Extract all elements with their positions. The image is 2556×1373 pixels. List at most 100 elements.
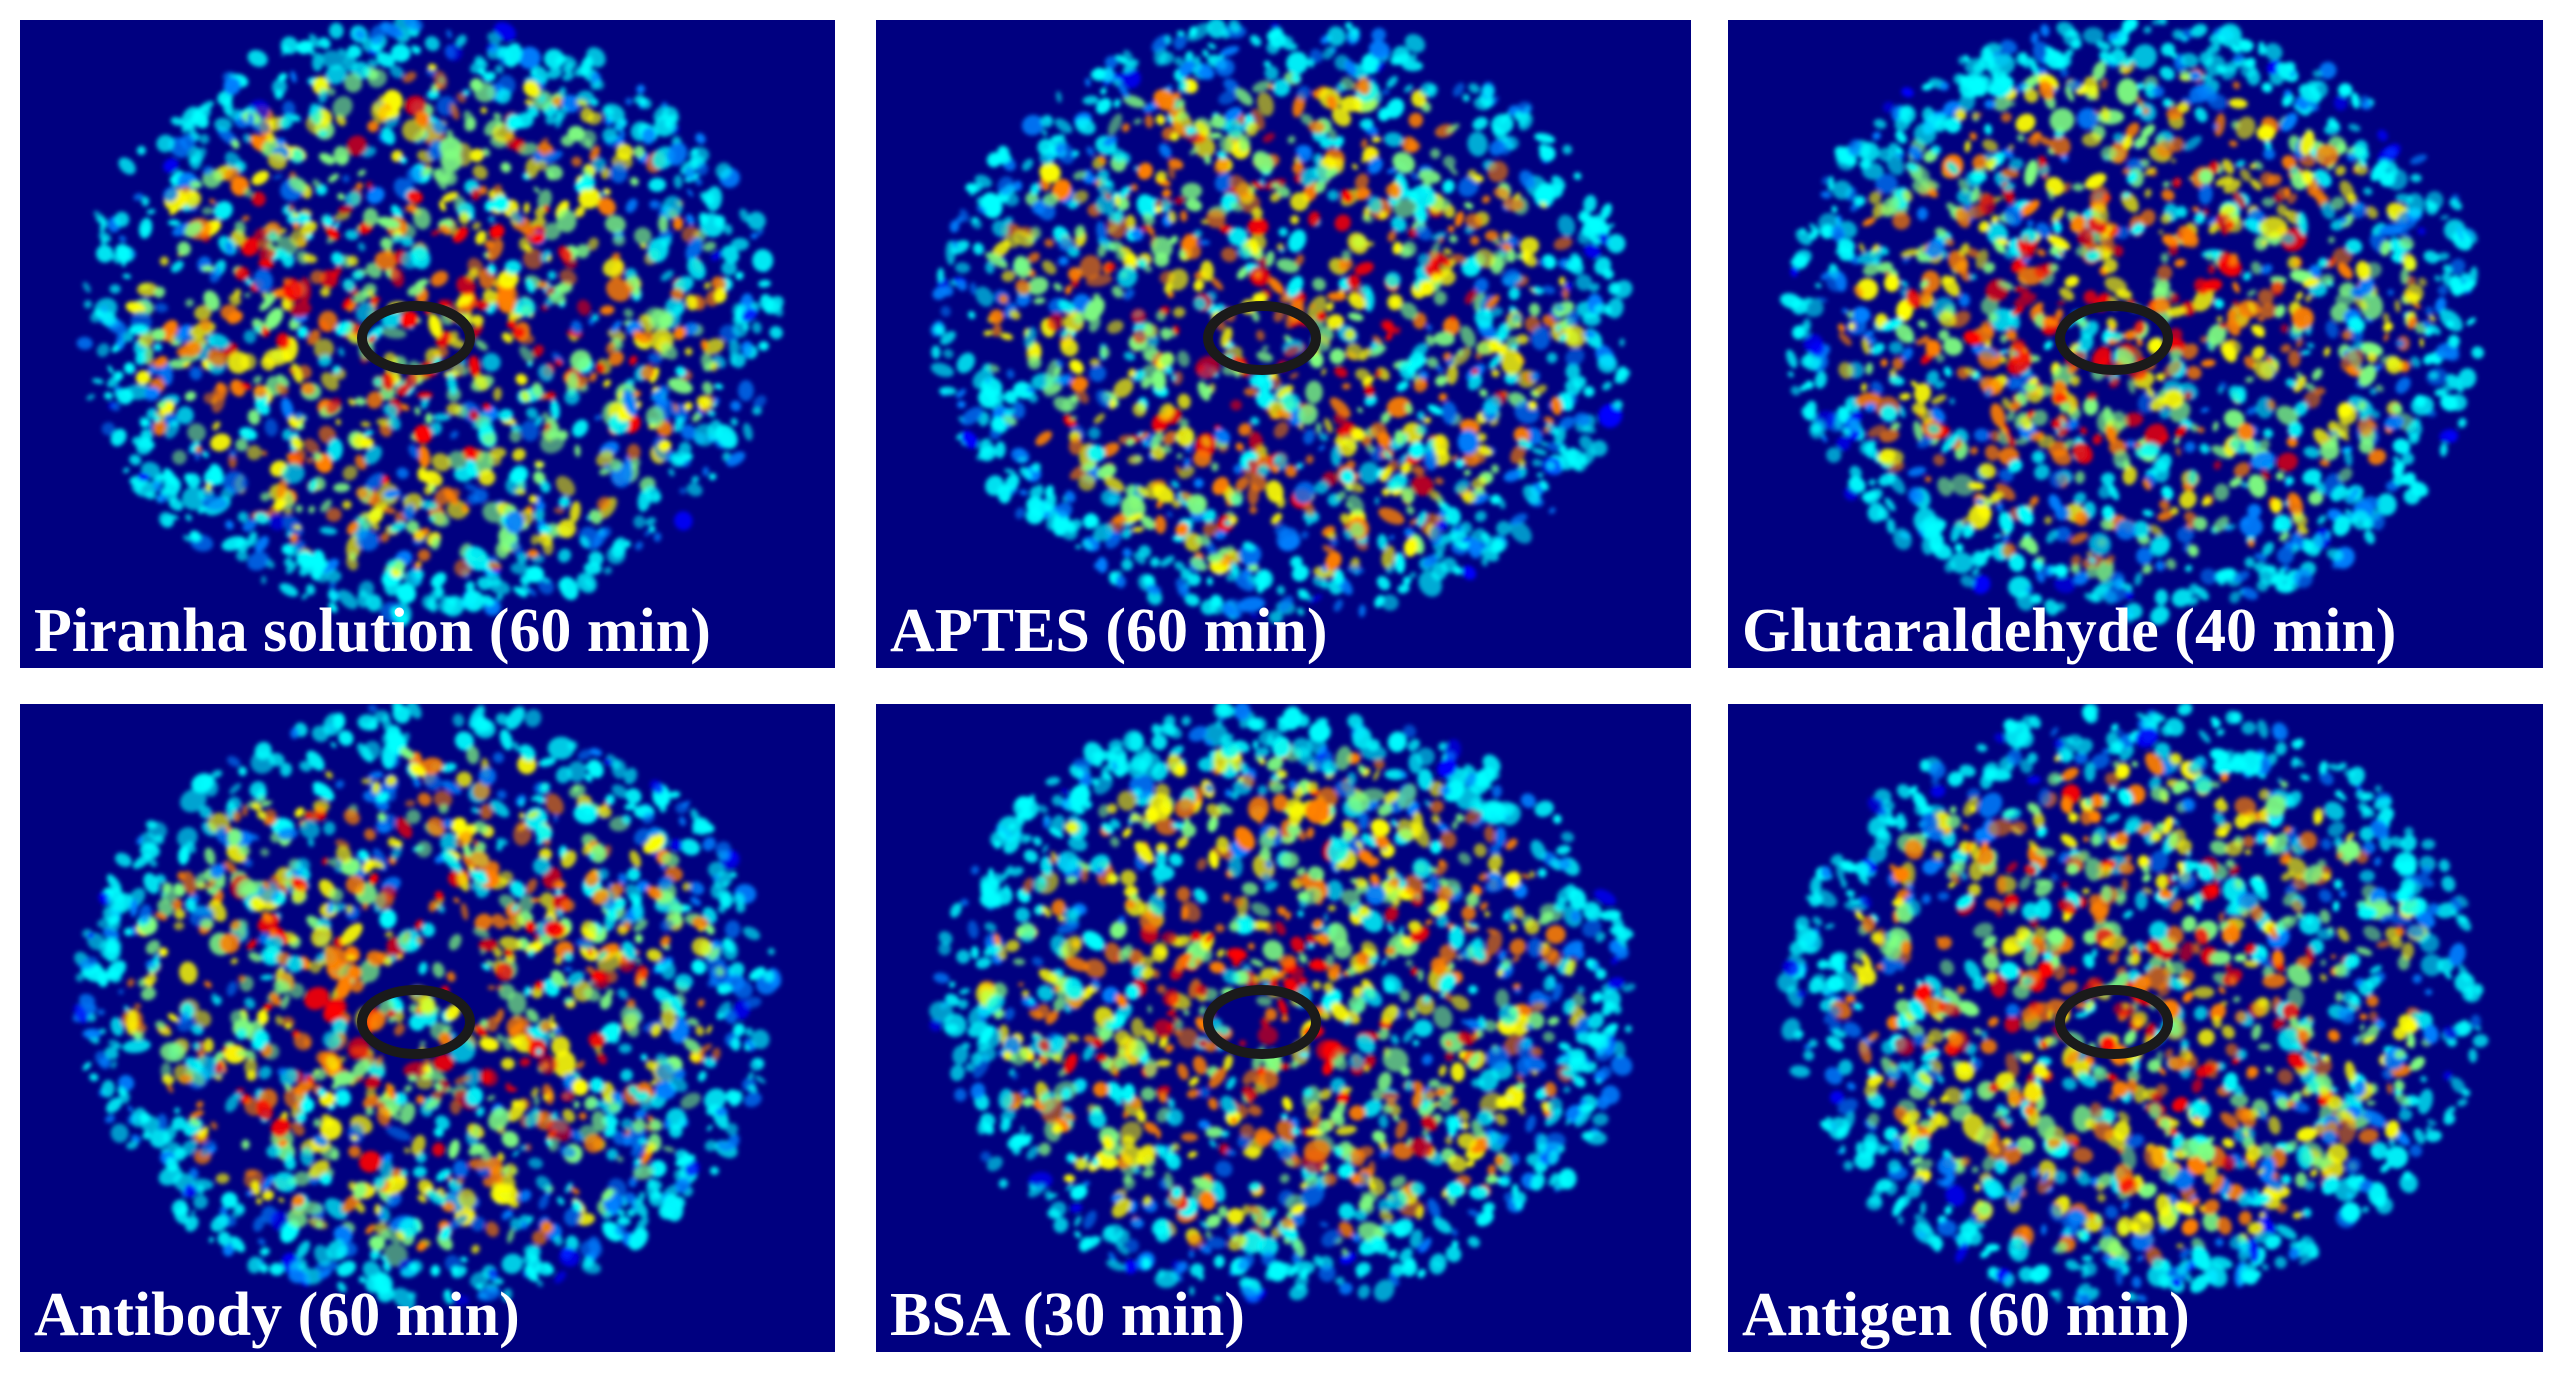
speckle-blob (2399, 236, 2415, 250)
speckle-blob (753, 395, 767, 409)
speckle-blob (1096, 557, 1108, 573)
speckle-blob (741, 308, 758, 322)
speckle-blob (299, 760, 312, 772)
speckle-blob (611, 252, 621, 261)
speckle-blob (1118, 83, 1130, 99)
speckle-blob (1167, 291, 1175, 299)
speckle-blob (1964, 140, 1971, 153)
speckle-blob (605, 277, 632, 302)
speckle-blob (1280, 393, 1301, 412)
speckle-blob (1361, 434, 1373, 447)
speckle-blob (2033, 302, 2044, 312)
speckle-blob (512, 741, 520, 752)
speckle-blob (1160, 555, 1175, 567)
speckle-blob (1280, 35, 1294, 44)
speckle-blob (1363, 289, 1375, 312)
speckle-blob (2392, 456, 2400, 464)
speckle-blob (417, 549, 431, 562)
speckle-blob (2125, 122, 2140, 139)
speckle-blob (1144, 114, 1154, 129)
speckle-blob (2152, 285, 2168, 301)
speckle-blob (471, 807, 481, 814)
speckle-blob (1555, 324, 1561, 333)
speckle-blob (279, 583, 299, 597)
speckle-blob (1078, 474, 1096, 491)
speckle-blob (2308, 490, 2324, 506)
speckle-blob (1171, 120, 1188, 139)
speckle-blob (189, 366, 203, 381)
speckle-blob (1955, 207, 1971, 228)
speckle-blob (258, 1065, 272, 1080)
speckle-blob (1976, 503, 1992, 520)
speckle-blob (2213, 298, 2224, 309)
speckle-blob (2070, 554, 2082, 567)
speckle-blob (685, 237, 703, 262)
speckle-blob (250, 750, 275, 774)
speckle-blob (1256, 351, 1274, 363)
speckle-blob (348, 1145, 361, 1158)
speckle-blob (1123, 288, 1135, 301)
speckle-blob (1358, 461, 1380, 484)
speckle-blob (2235, 160, 2246, 168)
speckle-blob (1202, 49, 1209, 58)
speckle-blob (1905, 288, 1922, 309)
speckle-blob (1329, 348, 1346, 365)
speckle-blob (2183, 135, 2202, 151)
speckle-blob (587, 237, 599, 251)
speckle-blob (2385, 356, 2403, 374)
speckle-blob (139, 416, 147, 425)
speckle-blob (681, 453, 693, 461)
speckle-blob (1291, 73, 1301, 84)
speckle-blob (1422, 554, 1439, 568)
speckle-blob (1399, 453, 1409, 464)
speckle-blob (553, 813, 558, 823)
speckle-blob (1907, 466, 1927, 477)
speckle-blob (2184, 564, 2193, 572)
speckle-blob (574, 206, 586, 218)
speckle-blob (1352, 81, 1367, 93)
speckle-blob (2233, 462, 2251, 478)
speckle-blob (619, 919, 625, 927)
speckle-blob (523, 243, 533, 253)
speckle-blob (347, 255, 359, 267)
speckle-blob (2340, 349, 2364, 373)
speckle-blob (328, 173, 339, 183)
speckle-blob (623, 392, 638, 417)
speckle-blob (235, 438, 248, 452)
speckle-blob (1031, 200, 1046, 215)
speckle-blob (2007, 376, 2020, 391)
speckle-blob (1382, 88, 1390, 95)
speckle-blob (1298, 403, 1318, 425)
speckle-blob (258, 246, 276, 263)
speckle-blob (1454, 211, 1464, 227)
speckle-blob (1525, 427, 1543, 445)
speckle-blob (602, 127, 618, 143)
speckle-blob (2035, 570, 2046, 583)
speckle-blob (2350, 92, 2361, 109)
speckle-blob (1064, 285, 1072, 295)
speckle-blob (309, 49, 316, 56)
speckle-blob (1371, 27, 1387, 43)
speckle-blob (522, 248, 544, 270)
speckle-blob (342, 500, 352, 510)
speckle-blob (1463, 469, 1471, 476)
speckle-blob (1126, 438, 1135, 447)
speckle-blob (1487, 160, 1509, 183)
speckle-blob (1413, 204, 1428, 224)
speckle-blob (1928, 114, 1947, 127)
speckle-blob (101, 422, 116, 436)
speckle-blob (721, 245, 740, 264)
speckle-blob (1895, 130, 1907, 144)
speckle-blob (1359, 347, 1371, 361)
speckle-blob (2096, 40, 2111, 51)
speckle-blob (2393, 472, 2407, 486)
speckle-blob (1325, 302, 1334, 312)
speckle-blob (2144, 188, 2152, 198)
speckle-blob (1402, 60, 1424, 72)
speckle-blob (1447, 225, 1455, 233)
speckle-blob (383, 403, 399, 418)
speckle-blob (2160, 433, 2170, 443)
speckle-blob (262, 1003, 273, 1012)
speckle-blob (2232, 81, 2241, 90)
speckle-blob (560, 134, 575, 147)
